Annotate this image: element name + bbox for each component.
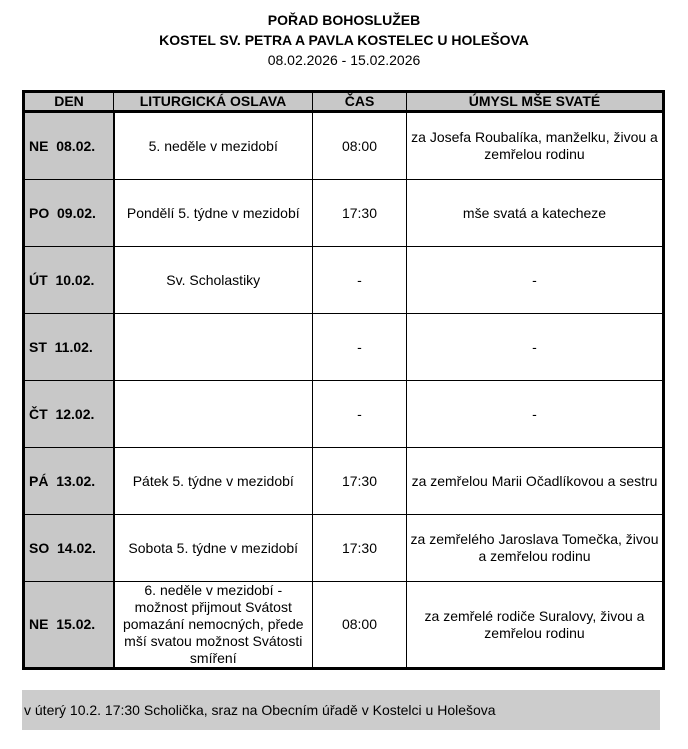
column-header-time: ČAS [312,91,407,113]
celebration-cell: 6. neděle v mezidobí - možnost přijmout … [113,581,313,669]
column-header-day: DEN [23,91,114,113]
celebration-cell: Pátek 5. týdne v mezidobí [113,447,313,515]
table-row: PÁ 13.02. Pátek 5. týdne v mezidobí 17:30 z… [23,447,664,515]
celebration-cell: Sobota 5. týdne v mezidobí [113,514,313,582]
church-name: KOSTEL SV. PETRA A PAVLA KOSTELEC U HOLE… [159,32,529,48]
intention-cell: - [406,246,664,314]
time-cell: 17:30 [312,447,407,515]
time-cell: 17:30 [312,179,407,247]
table-row: NE 08.02. 5. neděle v mezidobí 08:00 za Jos… [23,111,664,180]
document-title: POŘAD BOHOSLUŽEB [267,12,421,28]
time-cell: - [312,380,407,448]
schedule-table: DEN LITURGICKÁ OSLAVA ČAS ÚMYSL MŠE SVAT… [22,90,665,670]
announcement-note: v úterý 10.2. 17:30 Scholička, sraz na O… [22,690,660,730]
date-range: 08.02.2026 - 15.02.2026 [267,52,421,68]
intention-cell: - [406,380,664,448]
table-row: ST 11.02. - - [23,313,664,381]
day-cell: NE 15.02. [23,581,115,669]
day-cell: ČT 12.02. [23,380,115,448]
column-header-intention: ÚMYSL MŠE SVATÉ [406,91,664,113]
day-cell: ÚT 10.02. [23,246,115,314]
intention-cell: za zemřelou Marii Očadlíkovou a sestru [406,447,664,515]
time-cell: 17:30 [312,514,407,582]
table-header: DEN LITURGICKÁ OSLAVA ČAS ÚMYSL MŠE SVAT… [23,91,664,113]
celebration-cell: 5. neděle v mezidobí [113,111,313,180]
table-row: PO 09.02. Pondělí 5. týdne v mezidobí 17:3… [23,179,664,247]
celebration-cell: Sv. Scholastiky [113,246,313,314]
celebration-cell: Pondělí 5. týdne v mezidobí [113,179,313,247]
time-cell: - [312,313,407,381]
celebration-cell [113,313,313,381]
day-cell: PO 09.02. [23,179,115,247]
day-cell: ST 11.02. [23,313,115,381]
intention-cell: za zemřelé rodiče Suralovy, živou a zemř… [406,581,664,669]
day-cell: SO 14.02. [23,514,115,582]
day-cell: NE 08.02. [23,111,115,180]
intention-cell: - [406,313,664,381]
time-cell: 08:00 [312,111,407,180]
table-row: SO 14.02. Sobota 5. týdne v mezidobí 17:30… [23,514,664,582]
intention-cell: za Josefa Roubalíka, manželku, živou a z… [406,111,664,180]
table-row: NE 15.02. 6. neděle v mezidobí - možnost … [23,581,664,669]
time-cell: - [312,246,407,314]
intention-cell: za zemřelého Jaroslava Tomečka, živou a … [406,514,664,582]
time-cell: 08:00 [312,581,407,669]
intention-cell: mše svatá a katecheze [406,179,664,247]
table-row: ÚT 10.02. Sv. Scholastiky - - [23,246,664,314]
day-cell: PÁ 13.02. [23,447,115,515]
column-header-celebration: LITURGICKÁ OSLAVA [113,91,313,113]
table-row: ČT 12.02. - - [23,380,664,448]
celebration-cell [113,380,313,448]
